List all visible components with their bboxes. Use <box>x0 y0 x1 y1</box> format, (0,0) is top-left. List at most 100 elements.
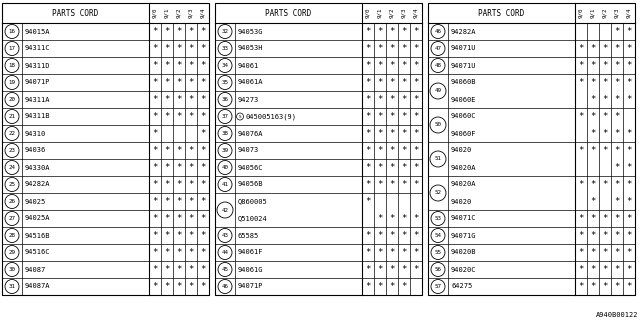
Text: *: * <box>389 146 395 155</box>
Text: *: * <box>188 231 194 240</box>
Text: *: * <box>365 231 371 240</box>
Text: 94071C: 94071C <box>451 215 477 221</box>
Text: *: * <box>627 129 632 138</box>
Text: 39: 39 <box>221 148 228 153</box>
Text: 045005163(9): 045005163(9) <box>245 113 296 120</box>
Text: 42: 42 <box>221 207 228 212</box>
Text: *: * <box>413 27 419 36</box>
Text: *: * <box>627 61 632 70</box>
Text: *: * <box>401 248 406 257</box>
Text: *: * <box>200 248 205 257</box>
Text: *: * <box>152 27 157 36</box>
Text: *: * <box>365 27 371 36</box>
Text: *: * <box>389 78 395 87</box>
Text: *: * <box>413 129 419 138</box>
Text: 18: 18 <box>8 63 15 68</box>
Text: *: * <box>627 214 632 223</box>
Text: 94071P: 94071P <box>25 79 51 85</box>
Text: 9/4: 9/4 <box>627 8 632 18</box>
Circle shape <box>218 228 232 243</box>
Text: *: * <box>389 95 395 104</box>
Text: *: * <box>176 78 182 87</box>
Text: 9/2: 9/2 <box>177 8 182 18</box>
Circle shape <box>431 42 445 55</box>
Text: *: * <box>164 163 170 172</box>
Text: *: * <box>579 146 584 155</box>
Text: *: * <box>401 265 406 274</box>
Text: 51: 51 <box>435 156 442 162</box>
Text: *: * <box>365 95 371 104</box>
Text: *: * <box>614 129 620 138</box>
Text: *: * <box>188 163 194 172</box>
Bar <box>428 3 635 295</box>
Text: *: * <box>176 282 182 291</box>
Text: *: * <box>413 163 419 172</box>
Text: *: * <box>614 231 620 240</box>
Text: *: * <box>579 61 584 70</box>
Text: 45: 45 <box>221 267 228 272</box>
Circle shape <box>237 113 243 120</box>
Text: 94020C: 94020C <box>451 267 477 273</box>
Text: *: * <box>614 78 620 87</box>
Text: *: * <box>378 231 383 240</box>
Text: *: * <box>164 180 170 189</box>
Text: 94282A: 94282A <box>451 28 477 35</box>
Text: *: * <box>176 44 182 53</box>
Text: *: * <box>614 146 620 155</box>
Text: *: * <box>389 163 395 172</box>
Text: 94020: 94020 <box>451 198 472 204</box>
Text: *: * <box>614 282 620 291</box>
Text: 54: 54 <box>435 233 442 238</box>
Circle shape <box>5 161 19 174</box>
Text: 9/1: 9/1 <box>164 8 170 18</box>
Text: *: * <box>378 282 383 291</box>
Text: *: * <box>590 180 596 189</box>
Text: 17: 17 <box>8 46 15 51</box>
Text: *: * <box>602 265 608 274</box>
Text: PARTS CORD: PARTS CORD <box>478 9 525 18</box>
Text: *: * <box>614 265 620 274</box>
Circle shape <box>5 126 19 140</box>
Text: 29: 29 <box>8 250 15 255</box>
Text: *: * <box>365 180 371 189</box>
Text: *: * <box>389 231 395 240</box>
Text: *: * <box>627 197 632 206</box>
Circle shape <box>5 143 19 157</box>
Text: *: * <box>176 163 182 172</box>
Text: *: * <box>602 44 608 53</box>
Circle shape <box>431 245 445 260</box>
Text: *: * <box>152 282 157 291</box>
Text: *: * <box>614 112 620 121</box>
Text: *: * <box>602 78 608 87</box>
Text: *: * <box>579 214 584 223</box>
Text: *: * <box>614 95 620 104</box>
Text: *: * <box>602 180 608 189</box>
Circle shape <box>5 279 19 293</box>
Text: *: * <box>176 231 182 240</box>
Circle shape <box>218 126 232 140</box>
Text: 9/3: 9/3 <box>189 8 193 18</box>
Text: *: * <box>200 282 205 291</box>
Text: *: * <box>614 27 620 36</box>
Text: *: * <box>602 214 608 223</box>
Text: *: * <box>590 78 596 87</box>
Circle shape <box>5 212 19 226</box>
Text: *: * <box>590 248 596 257</box>
Circle shape <box>5 245 19 260</box>
Text: 94061F: 94061F <box>238 250 264 255</box>
Text: *: * <box>378 163 383 172</box>
Circle shape <box>431 262 445 276</box>
Text: 94056B: 94056B <box>238 181 264 188</box>
Text: *: * <box>413 95 419 104</box>
Text: 41: 41 <box>221 182 228 187</box>
Text: *: * <box>200 231 205 240</box>
Text: 94025A: 94025A <box>25 215 51 221</box>
Text: *: * <box>200 214 205 223</box>
Text: *: * <box>590 146 596 155</box>
Text: 94060F: 94060F <box>451 131 477 137</box>
Text: 94061G: 94061G <box>238 267 264 273</box>
Text: 9/4: 9/4 <box>413 8 419 18</box>
Text: *: * <box>413 248 419 257</box>
Text: *: * <box>413 146 419 155</box>
Text: 9/0: 9/0 <box>152 8 157 18</box>
